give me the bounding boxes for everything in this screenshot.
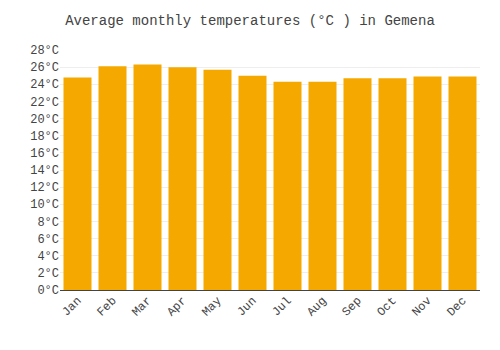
svg-text:Nov: Nov (409, 294, 434, 319)
svg-text:Feb: Feb (94, 294, 119, 319)
svg-text:Apr: Apr (164, 294, 189, 319)
svg-text:8°C: 8°C (37, 216, 59, 230)
svg-text:24°C: 24°C (30, 78, 59, 92)
svg-text:0°C: 0°C (37, 284, 59, 298)
svg-text:Average monthly temperatures (: Average monthly temperatures (°C ) in Ge… (65, 13, 435, 29)
svg-text:14°C: 14°C (30, 164, 59, 178)
svg-text:16°C: 16°C (30, 147, 59, 161)
svg-text:Aug: Aug (304, 294, 329, 319)
svg-text:Jun: Jun (234, 294, 259, 319)
svg-text:Sep: Sep (339, 294, 364, 319)
svg-text:12°C: 12°C (30, 181, 59, 195)
svg-text:4°C: 4°C (37, 250, 59, 264)
svg-text:22°C: 22°C (30, 96, 59, 110)
svg-text:Jan: Jan (59, 294, 84, 319)
svg-text:26°C: 26°C (30, 61, 59, 75)
svg-text:18°C: 18°C (30, 130, 59, 144)
svg-text:6°C: 6°C (37, 233, 59, 247)
svg-text:Mar: Mar (129, 294, 154, 319)
svg-text:Oct: Oct (374, 294, 399, 319)
svg-text:20°C: 20°C (30, 113, 59, 127)
svg-text:Jul: Jul (269, 294, 294, 319)
svg-text:28°C: 28°C (30, 44, 59, 58)
svg-text:May: May (199, 294, 224, 319)
svg-text:2°C: 2°C (37, 267, 59, 281)
svg-text:Dec: Dec (444, 294, 469, 319)
svg-text:10°C: 10°C (30, 198, 59, 212)
